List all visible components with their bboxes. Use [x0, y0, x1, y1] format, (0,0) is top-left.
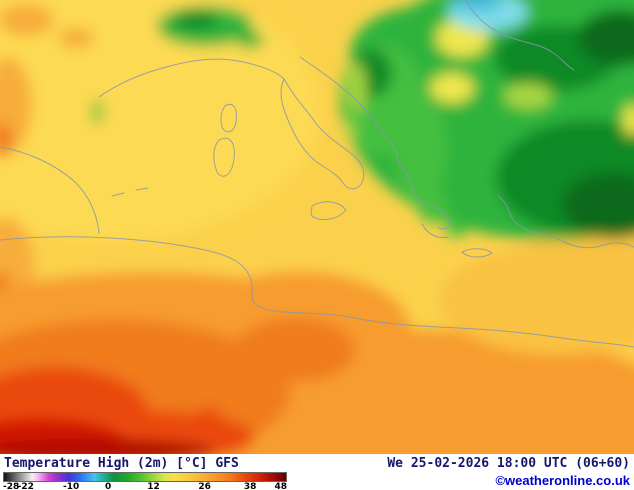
coast-corsica [220, 103, 237, 133]
coast-france-liguria [98, 58, 285, 98]
scale-label: -28 [3, 482, 20, 490]
coast-sardinia [213, 137, 235, 177]
map-datetime: We 25-02-2026 18:00 UTC (06+60) [387, 456, 630, 471]
cold-regions [92, 0, 634, 240]
coast-turkey [497, 195, 634, 249]
coast-spain [0, 146, 100, 234]
temperature-scale: -28 -22 -10 0 12 26 38 48 [3, 472, 287, 490]
temperature-map [0, 0, 634, 454]
scale-label: 12 [147, 482, 160, 490]
coast-black-sea [465, 0, 575, 71]
coast-north-africa [0, 236, 634, 348]
map-title: Temperature High (2m) [°C] GFS [4, 456, 239, 471]
temperature-scale-bar [3, 472, 287, 482]
coast-balearics [111, 187, 149, 197]
coast-greece [403, 169, 450, 238]
scale-label: 48 [274, 482, 287, 490]
coast-crete [461, 248, 493, 258]
warm-regions [0, 0, 634, 454]
footer: Temperature High (2m) [°C] GFS We 25-02-… [0, 454, 634, 490]
temperature-field [0, 0, 634, 454]
temperature-map-svg [0, 0, 634, 454]
coastlines [0, 0, 634, 348]
scale-label: 0 [104, 482, 112, 490]
copyright-link[interactable]: ©weatheronline.co.uk [495, 473, 630, 488]
scale-label: 38 [243, 482, 257, 490]
scale-label: 26 [198, 482, 211, 490]
coast-balkans [299, 56, 405, 171]
temperature-scale-labels: -28 -22 -10 0 12 26 38 48 [3, 482, 287, 490]
coast-italy [280, 77, 365, 190]
scale-label: -22 [17, 482, 34, 490]
coast-sicily [310, 201, 347, 221]
scale-label: -10 [63, 482, 80, 490]
